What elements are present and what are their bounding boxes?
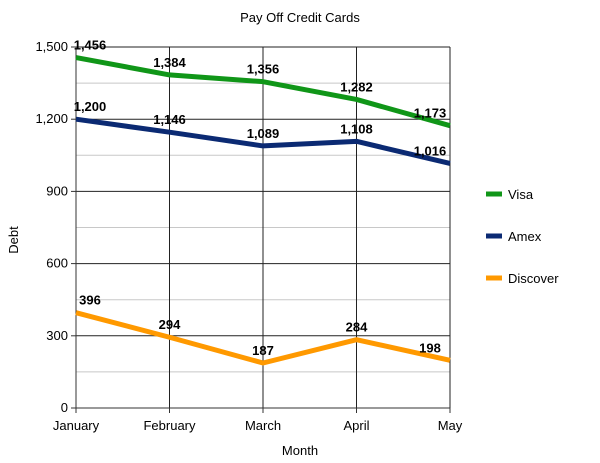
data-label: 1,173 [414,106,447,121]
data-label: 396 [79,293,101,308]
data-label: 294 [159,317,181,332]
data-label: 1,200 [74,99,107,114]
y-axis-title: Debt [6,226,21,254]
x-tick-label: April [343,418,369,433]
x-tick-label: May [438,418,463,433]
x-tick-labels: January February March April May [53,408,463,433]
x-tick-label: February [143,418,196,433]
data-label: 1,282 [340,79,373,94]
data-label: 1,089 [247,126,280,141]
data-label: 1,016 [414,143,447,158]
y-tick-label: 0 [61,400,68,415]
legend-label: Visa [508,187,534,202]
y-tick-labels: 0 300 600 900 1,200 1,500 [35,39,76,415]
x-axis-title: Month [282,443,318,458]
chart-title: Pay Off Credit Cards [240,10,360,25]
legend-label: Amex [508,229,542,244]
y-tick-label: 1,200 [35,111,68,126]
data-label: 1,356 [247,62,280,77]
x-tick-label: March [245,418,281,433]
y-tick-label: 900 [46,183,68,198]
data-label: 198 [419,340,441,355]
y-tick-label: 300 [46,328,68,343]
legend: Visa Amex Discover [486,187,559,286]
data-label: 1,384 [153,55,186,70]
data-label: 284 [346,320,368,335]
data-label: 1,108 [340,121,373,136]
vertical-gridlines [169,47,451,408]
x-tick-label: January [53,418,100,433]
data-label: 187 [252,343,274,358]
series-lines [75,55,451,366]
data-label: 1,456 [74,38,107,53]
legend-label: Discover [508,271,559,286]
data-label: 1,146 [153,112,186,127]
y-tick-label: 600 [46,256,68,271]
y-tick-label: 1,500 [35,39,68,54]
data-labels: 1,456 1,384 1,356 1,282 1,173 1,200 1,146 1,089… [74,38,447,358]
